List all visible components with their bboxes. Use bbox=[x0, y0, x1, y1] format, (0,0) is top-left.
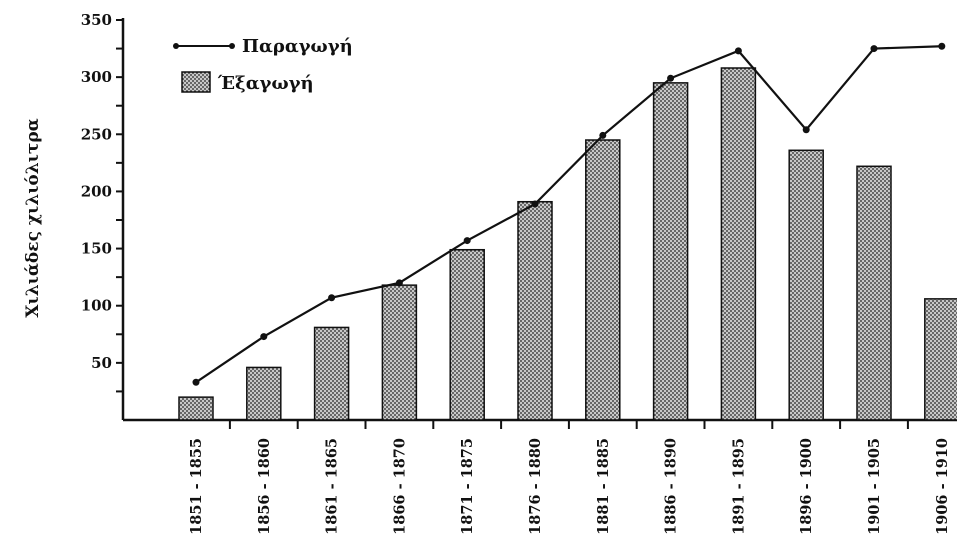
x-tick-label: 1881 - 1885 bbox=[595, 438, 612, 535]
bar-export bbox=[856, 165, 892, 421]
production-point bbox=[599, 131, 607, 139]
x-tick-label: 1901 - 1905 bbox=[866, 438, 883, 535]
bar-export bbox=[720, 67, 757, 421]
legend-line-marker bbox=[229, 43, 235, 49]
x-tick-label: 1866 - 1870 bbox=[391, 438, 408, 535]
x-tick-label: 1871 - 1875 bbox=[459, 438, 476, 535]
line-series bbox=[192, 42, 946, 386]
legend-label-production: Παραγωγή bbox=[242, 36, 353, 57]
production-point bbox=[328, 294, 336, 302]
bars bbox=[178, 67, 957, 421]
x-tick-label: 1856 - 1860 bbox=[256, 438, 273, 535]
y-axis-label: Χιλιάδες χιλιόλιτρα bbox=[23, 118, 43, 317]
y-tick-label: 50 bbox=[91, 354, 112, 372]
bar-export bbox=[517, 200, 553, 421]
production-point bbox=[734, 47, 742, 55]
x-tick-label: 1851 - 1855 bbox=[188, 438, 205, 535]
bar-export bbox=[788, 149, 824, 421]
production-point bbox=[395, 279, 403, 287]
x-tick-label: 1891 - 1895 bbox=[730, 438, 747, 535]
production-point bbox=[463, 237, 471, 245]
bar-export bbox=[178, 396, 214, 421]
bar-export bbox=[449, 248, 485, 421]
bar-export bbox=[246, 366, 282, 421]
y-tick-label: 250 bbox=[81, 125, 112, 143]
x-tick-label: 1861 - 1865 bbox=[324, 438, 341, 535]
legend-label-export: Έξαγωγή bbox=[217, 73, 314, 94]
legend-bar-swatch bbox=[181, 71, 211, 93]
bar-export bbox=[924, 298, 957, 421]
y-ticks: 50 100 150 200 250 300 350 bbox=[81, 11, 123, 393]
bar-export bbox=[381, 284, 418, 421]
bar-export bbox=[313, 326, 350, 421]
x-labels: 1851 - 1855 1856 - 1860 1861 - 1865 1866 - … bbox=[188, 420, 951, 535]
y-tick-label: 200 bbox=[81, 182, 112, 200]
x-tick-label: 1896 - 1900 bbox=[798, 438, 815, 535]
x-tick-label: 1876 - 1880 bbox=[527, 438, 544, 535]
x-tick-label: 1906 - 1910 bbox=[934, 438, 951, 535]
production-point bbox=[802, 126, 810, 134]
legend: Παραγωγή Έξαγωγή bbox=[173, 36, 353, 94]
bar-export bbox=[652, 82, 689, 421]
y-tick-label: 300 bbox=[81, 68, 112, 86]
y-tick-label: 150 bbox=[81, 240, 112, 258]
production-point bbox=[667, 74, 675, 82]
production-point bbox=[938, 42, 946, 50]
production-point bbox=[260, 333, 268, 341]
legend-line-marker bbox=[173, 43, 179, 49]
y-tick-label: 100 bbox=[81, 297, 112, 315]
production-point bbox=[192, 378, 200, 386]
production-line bbox=[195, 45, 942, 384]
production-point bbox=[870, 45, 878, 53]
y-tick-label: 350 bbox=[81, 11, 112, 29]
production-point bbox=[531, 200, 539, 208]
x-tick-label: 1886 - 1890 bbox=[663, 438, 680, 535]
bar-export bbox=[585, 139, 621, 421]
